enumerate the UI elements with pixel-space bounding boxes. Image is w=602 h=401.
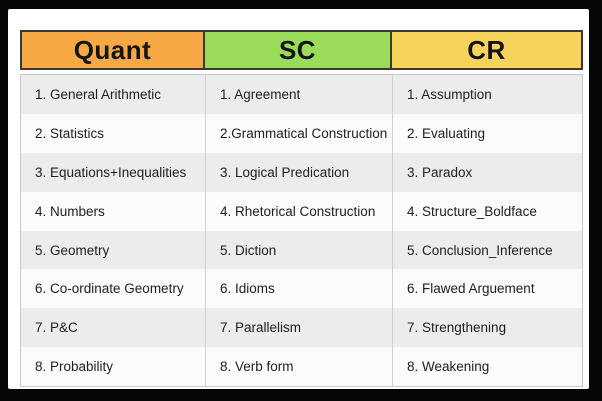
table-cell: 5. Conclusion_Inference [392,230,582,270]
table-cell: 1. Assumption [392,75,582,114]
table-cell: 6. Idioms [205,269,392,309]
table-row: 5. Geometry 5. Diction 5. Conclusion_Inf… [21,230,582,270]
table-row: 7. P&C 7. Parallelism 7. Strengthening [21,308,582,348]
table-row: 2. Statistics 2.Grammatical Construction… [21,113,582,153]
table-body: 1. General Arithmetic 1. Agreement 1. As… [20,74,583,388]
table-cell: 6. Co-ordinate Geometry [35,281,184,297]
table-cell: 6. Flawed Arguement [392,269,582,309]
table-cell: 7. Strengthening [392,308,582,348]
column-header-sc: SC [205,30,392,70]
table-cell: 2.Grammatical Construction [205,113,392,153]
table-cell: 4. Structure_Boldface [392,191,582,231]
table-cell: 2. Evaluating [392,113,582,153]
table-row: 6. Co-ordinate Geometry 6. Idioms 6. Fla… [21,269,582,309]
table-cell: 1. Agreement [205,75,392,114]
table-cell: 3. Logical Predication [205,152,392,192]
table-row: 8. Probability 8. Verb form 8. Weakening [21,347,582,387]
column-header-cr: CR [392,30,583,70]
table-cell: 3. Equations+Inequalities [35,164,187,180]
table-cell: 5. Diction [205,230,392,270]
table-cell: 4. Rhetorical Construction [205,191,392,231]
table-cell: 7. P&C [35,320,78,336]
table-cell: 5. Geometry [35,242,110,258]
table-cell: 7. Parallelism [205,308,392,348]
table-row: 4. Numbers 4. Rhetorical Construction 4.… [21,191,582,231]
topics-table: Quant SC CR 1. General Arithmetic 1. Agr… [20,30,583,388]
table-cell: 3. Paradox [392,152,582,192]
table-cell: 8. Probability [35,359,114,375]
table-row: 1. General Arithmetic 1. Agreement 1. As… [21,75,582,114]
table-cell: 2. Statistics [35,125,105,141]
table-cell: 8. Weakening [392,347,582,387]
column-header-quant: Quant [20,30,205,70]
table-cell: 1. General Arithmetic [35,86,162,102]
table-header-row: Quant SC CR [20,30,583,70]
table-cell: 4. Numbers [35,203,105,219]
table-cell: 8. Verb form [205,347,392,387]
table-row: 3. Equations+Inequalities 3. Logical Pre… [21,152,582,192]
slide-panel: Quant SC CR 1. General Arithmetic 1. Agr… [8,9,589,389]
